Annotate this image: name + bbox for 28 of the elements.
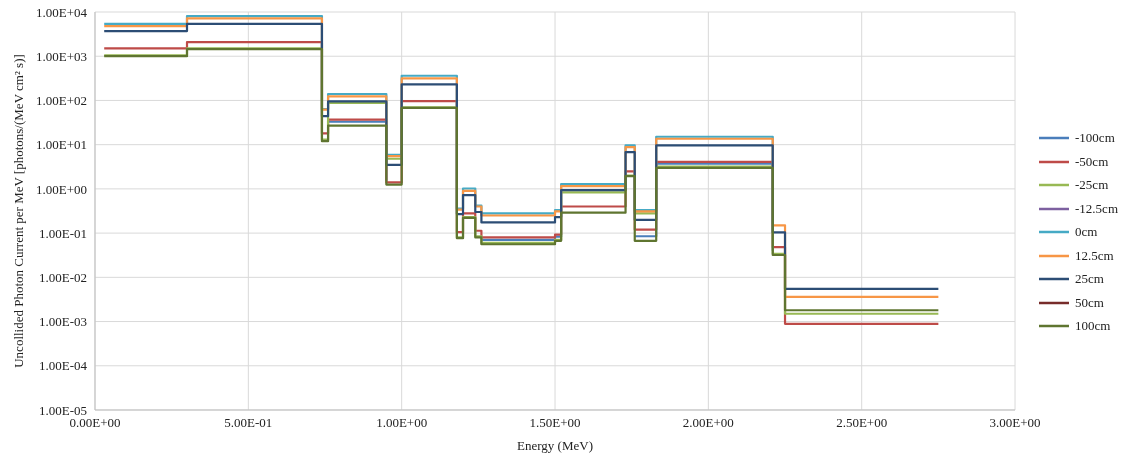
x-axis-title: Energy (MeV) (517, 438, 593, 453)
y-tick-label: 1.00E-03 (38, 314, 87, 330)
y-tick-label: 1.00E+02 (35, 93, 87, 109)
legend-label: 100cm (1075, 317, 1111, 336)
x-tick-label: 1.50E+00 (529, 415, 581, 431)
y-tick-label: 1.00E+03 (35, 48, 87, 64)
legend-label: 12.5cm (1075, 246, 1114, 265)
legend-label: -25cm (1075, 176, 1109, 195)
y-tick-label: 1.00E+01 (35, 137, 87, 153)
y-tick-label: 1.00E+04 (35, 4, 88, 20)
x-tick-label: 2.00E+00 (682, 415, 734, 431)
y-tick-label: 1.00E-04 (38, 358, 88, 374)
x-tick-label: 3.00E+00 (989, 415, 1041, 431)
legend-label: 0cm (1075, 223, 1098, 242)
x-tick-label: 1.00E+00 (376, 415, 428, 431)
y-tick-label: 1.00E-01 (38, 225, 87, 241)
x-tick-label: 5.00E-01 (224, 415, 273, 431)
legend-label: -12.5cm (1075, 199, 1118, 218)
y-tick-label: 1.00E-02 (38, 269, 87, 285)
legend-label: -50cm (1075, 152, 1109, 171)
y-tick-label: 1.00E-05 (38, 402, 87, 418)
legend-label: 50cm (1075, 293, 1104, 312)
x-tick-label: 2.50E+00 (836, 415, 888, 431)
y-axis-title: Uncollided Photon Current per MeV [photons/(MeV cm² s)] (10, 54, 26, 368)
x-tick-label: 0.00E+00 (69, 415, 121, 431)
y-tick-label: 1.00E+00 (35, 181, 87, 197)
legend-label: 25cm (1075, 270, 1104, 289)
legend-label: -100cm (1075, 129, 1115, 148)
